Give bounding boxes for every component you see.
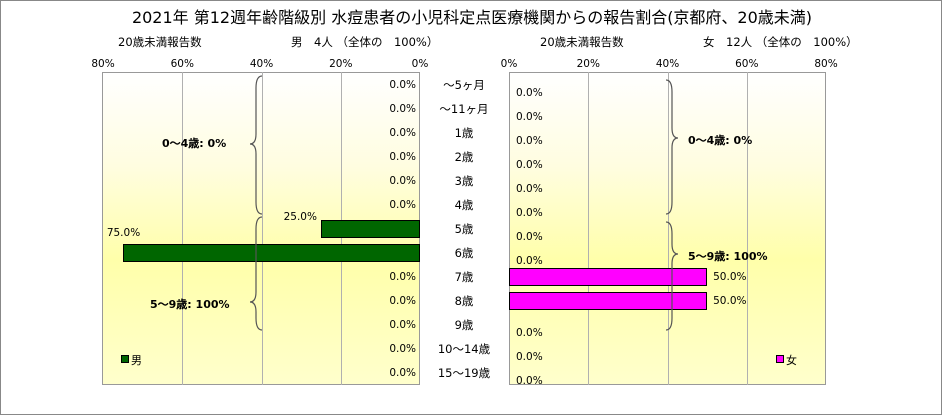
male-data-label: 75.0% xyxy=(106,227,141,239)
male-data-label: 0.0% xyxy=(389,79,416,91)
age-category-label: 3歳 xyxy=(454,174,474,188)
male-bar xyxy=(122,244,420,262)
male-gridline xyxy=(182,72,184,385)
male-group-label-5-9: 5～9歳: 100% xyxy=(150,298,230,311)
age-category-label: 8歳 xyxy=(454,294,474,308)
female-legend: 女 xyxy=(776,352,797,368)
male-data-label: 0.0% xyxy=(389,151,416,163)
female-data-label: 0.0% xyxy=(516,327,543,339)
male-data-label: 0.0% xyxy=(389,319,416,331)
age-category-label: 1歳 xyxy=(454,126,474,140)
age-category-label: 15～19歳 xyxy=(437,366,491,380)
male-axis-tick: 40% xyxy=(249,58,274,70)
male-data-label: 0.0% xyxy=(389,127,416,139)
female-gridline xyxy=(588,72,590,385)
male-axis-tick: 60% xyxy=(170,58,194,70)
female-data-label: 50.0% xyxy=(713,295,747,307)
age-category-label: 7歳 xyxy=(454,270,474,284)
male-data-label: 0.0% xyxy=(389,103,416,115)
female-gridline xyxy=(667,72,669,385)
male-axis-tick: 20% xyxy=(329,58,353,70)
right-subtitle: 20歳未満報告数 xyxy=(540,35,624,49)
female-data-label: 50.0% xyxy=(713,271,747,283)
age-category-label: 4歳 xyxy=(454,198,474,212)
male-data-label: 0.0% xyxy=(389,199,416,211)
female-data-label: 0.0% xyxy=(516,255,543,267)
male-legend: 男 xyxy=(121,352,142,368)
male-group-label-0-4: 0～4歳: 0% xyxy=(162,137,227,150)
male-axis-tick: 0% xyxy=(411,58,429,70)
male-axis-tick: 80% xyxy=(91,58,115,70)
left-subtitle: 20歳未満報告数 xyxy=(118,35,202,49)
male-data-label: 0.0% xyxy=(389,295,416,307)
chart-title: 2021年 第12週年齢階級別 水痘患者の小児科定点医療機関からの報告割合(京都… xyxy=(131,8,813,27)
female-data-label: 0.0% xyxy=(516,207,543,219)
male-data-label: 25.0% xyxy=(283,211,317,223)
female-data-label: 0.0% xyxy=(516,351,543,363)
male-bar xyxy=(320,220,420,238)
female-data-label: 0.0% xyxy=(516,231,543,243)
age-category-label: 6歳 xyxy=(454,246,474,260)
male-legend-label: 男 xyxy=(131,354,142,367)
female-axis-tick: 80% xyxy=(814,58,838,70)
female-legend-swatch xyxy=(776,355,784,363)
age-category-label: 10～14歳 xyxy=(437,342,491,356)
age-category-label: 2歳 xyxy=(454,150,474,164)
male-brace-graphic xyxy=(249,75,263,331)
age-category-label: 9歳 xyxy=(454,318,474,332)
left-summary: 男 4人 （全体の 100%） xyxy=(291,35,439,49)
female-brace-graphic xyxy=(665,79,679,331)
female-axis-tick: 40% xyxy=(655,58,680,70)
female-data-label: 0.0% xyxy=(516,87,543,99)
female-bar xyxy=(509,268,708,286)
female-legend-label: 女 xyxy=(786,354,797,367)
female-axis-tick: 0% xyxy=(500,58,518,70)
male-gridline xyxy=(261,72,263,385)
female-brace-5-9 xyxy=(665,221,679,331)
female-data-label: 0.0% xyxy=(516,375,543,387)
female-gridline xyxy=(746,72,748,385)
male-data-label: 0.0% xyxy=(389,271,416,283)
age-category-label: ～5ヶ月 xyxy=(443,78,485,92)
female-group-label-5-9: 5～9歳: 100% xyxy=(688,250,768,263)
male-legend-swatch xyxy=(121,355,129,363)
male-data-label: 0.0% xyxy=(389,367,416,379)
female-bar xyxy=(509,292,708,310)
female-axis-tick: 60% xyxy=(735,58,759,70)
male-brace-5-9 xyxy=(249,216,263,331)
male-brace-0-4 xyxy=(249,75,263,215)
age-category-label: 5歳 xyxy=(454,222,474,236)
female-data-label: 0.0% xyxy=(516,183,543,195)
female-data-label: 0.0% xyxy=(516,159,543,171)
age-category-label: ～11ヶ月 xyxy=(439,102,489,116)
female-brace-0-4 xyxy=(665,79,679,215)
female-axis-tick: 20% xyxy=(576,58,600,70)
male-data-label: 0.0% xyxy=(389,343,416,355)
right-summary: 女 12人 （全体の 100%） xyxy=(703,35,858,49)
female-data-label: 0.0% xyxy=(516,135,543,147)
female-data-label: 0.0% xyxy=(516,111,543,123)
female-group-label-0-4: 0～4歳: 0% xyxy=(688,134,753,147)
male-data-label: 0.0% xyxy=(389,175,416,187)
